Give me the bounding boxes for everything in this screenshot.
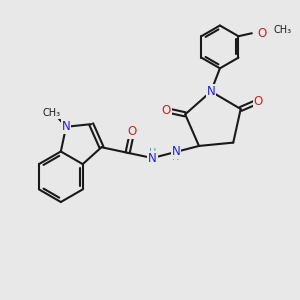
Text: N: N	[148, 152, 157, 164]
Text: CH₃: CH₃	[273, 25, 291, 35]
Text: O: O	[128, 125, 137, 138]
Text: N: N	[172, 146, 180, 158]
Text: H: H	[172, 152, 180, 162]
Text: N: N	[62, 120, 70, 133]
Text: O: O	[254, 95, 263, 108]
Text: O: O	[258, 27, 267, 40]
Text: O: O	[162, 104, 171, 117]
Text: CH₃: CH₃	[42, 108, 60, 118]
Text: N: N	[207, 85, 215, 98]
Text: H: H	[149, 148, 156, 158]
